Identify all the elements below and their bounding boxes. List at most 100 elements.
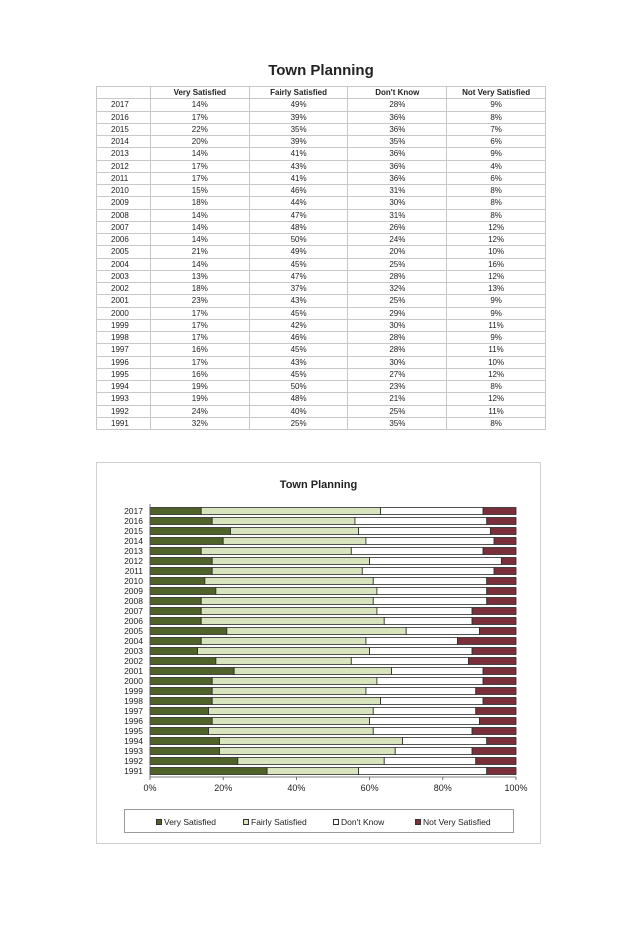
value-cell: 32%	[149, 416, 250, 431]
value-cell: 9%	[446, 330, 546, 345]
table-row: 2017 14% 49% 28% 9%	[96, 98, 546, 112]
value-cell: 40%	[248, 404, 349, 418]
value-cell: 13%	[149, 269, 250, 284]
bar-segment	[149, 587, 217, 595]
bar-segment	[149, 577, 206, 585]
bar-segment	[149, 747, 220, 755]
table-row: 2014 20% 39% 35% 6%	[96, 134, 546, 149]
chart-title: Town Planning	[279, 479, 358, 491]
bar-segment	[468, 657, 517, 665]
bar-segment	[471, 747, 517, 755]
table-row: 1999 17% 42% 30% 11%	[96, 318, 546, 333]
value-cell: 16%	[149, 343, 250, 357]
year-cell: 2017	[96, 98, 151, 112]
bar-segment	[266, 767, 360, 775]
x-tick-label: 0%	[143, 783, 156, 793]
legend-item: Don't Know	[333, 817, 384, 827]
value-cell: 16%	[446, 257, 546, 271]
chart-container: Town Planning 2017 2016 2015 2014 2013 2012 20…	[96, 462, 541, 844]
table-row: 2000 17% 45% 29% 9%	[96, 306, 546, 320]
bar-segment	[358, 767, 488, 775]
value-cell: 25%	[347, 257, 448, 271]
table-row: 2005 21% 49% 20% 10%	[96, 245, 546, 259]
table-row: 2015 22% 35% 36% 7%	[96, 122, 546, 137]
bar-segment	[149, 727, 209, 735]
value-cell: 11%	[446, 404, 546, 418]
year-cell: 1998	[96, 330, 151, 345]
value-cell: 49%	[248, 98, 349, 112]
bar-segment	[149, 667, 235, 675]
category-label: 2014	[124, 536, 143, 546]
bar-segment	[149, 547, 202, 555]
bar-segment	[149, 607, 202, 615]
table-row: 2012 17% 43% 36% 4%	[96, 159, 546, 173]
bar-segment	[376, 607, 473, 615]
value-cell: 47%	[248, 269, 349, 284]
bar-segment	[405, 627, 480, 635]
bar-segment	[149, 657, 217, 665]
bar-segment	[493, 567, 517, 575]
legend-label: Don't Know	[341, 817, 385, 827]
value-cell: 12%	[446, 392, 546, 406]
category-label: 2009	[124, 586, 143, 596]
value-cell: 43%	[248, 159, 349, 173]
bar-segment	[372, 597, 488, 605]
table-row: 1997 16% 45% 28% 11%	[96, 343, 546, 357]
value-cell: 6%	[446, 171, 546, 186]
bar-segment	[402, 737, 488, 745]
bar-segment	[208, 707, 374, 715]
year-cell: 2010	[96, 183, 151, 198]
value-cell: 24%	[149, 404, 250, 418]
bar-segment	[211, 567, 363, 575]
bar-segment	[211, 687, 367, 695]
value-cell: 47%	[248, 208, 349, 222]
legend-swatch	[333, 819, 339, 825]
bar-segment	[149, 567, 213, 575]
value-cell: 4%	[446, 159, 546, 173]
category-label: 2012	[124, 556, 143, 566]
bar-segment	[482, 507, 517, 515]
value-cell: 41%	[248, 147, 349, 161]
bar-segment	[380, 507, 484, 515]
value-cell: 25%	[248, 416, 349, 431]
value-cell: 30%	[347, 318, 448, 333]
year-cell: 2001	[96, 294, 151, 308]
value-cell: 7%	[446, 122, 546, 137]
stacked-bar-chart: 2017201620152014201320122011201020092008…	[124, 504, 528, 793]
bar-segment	[149, 637, 202, 645]
x-tick-label: 60%	[361, 783, 379, 793]
value-cell: 14%	[149, 220, 250, 235]
year-cell: 2014	[96, 134, 151, 149]
table-row: 1998 17% 46% 28% 9%	[96, 330, 546, 345]
bar-segment	[354, 517, 488, 525]
year-cell: 2016	[96, 110, 151, 124]
category-label: 2004	[124, 636, 143, 646]
value-cell: 15%	[149, 183, 250, 198]
bar-segment	[149, 627, 228, 635]
bar-segment	[149, 527, 231, 535]
bar-segment	[211, 517, 356, 525]
legend-item: Not Very Satisfied	[415, 817, 491, 827]
category-label: 1992	[124, 756, 143, 766]
value-cell: 27%	[347, 367, 448, 382]
bar-segment	[211, 557, 371, 565]
year-cell: 2011	[96, 171, 151, 186]
value-cell: 32%	[347, 281, 448, 296]
bar-segment	[211, 697, 381, 705]
table-row: 1996 17% 43% 30% 10%	[96, 355, 546, 369]
value-cell: 8%	[446, 196, 546, 210]
value-cell: 45%	[248, 257, 349, 271]
value-cell: 19%	[149, 379, 250, 394]
category-label: 1998	[124, 696, 143, 706]
value-cell: 18%	[149, 281, 250, 296]
table-row: 2002 18% 37% 32% 13%	[96, 281, 546, 296]
table-row: 1995 16% 45% 27% 12%	[96, 367, 546, 382]
value-cell: 8%	[446, 183, 546, 198]
year-cell: 1997	[96, 343, 151, 357]
value-cell: 14%	[149, 98, 250, 112]
value-cell: 35%	[248, 122, 349, 137]
bar-segment	[365, 637, 458, 645]
bar-segment	[482, 697, 517, 705]
bar-segment	[471, 647, 517, 655]
value-cell: 50%	[248, 379, 349, 394]
